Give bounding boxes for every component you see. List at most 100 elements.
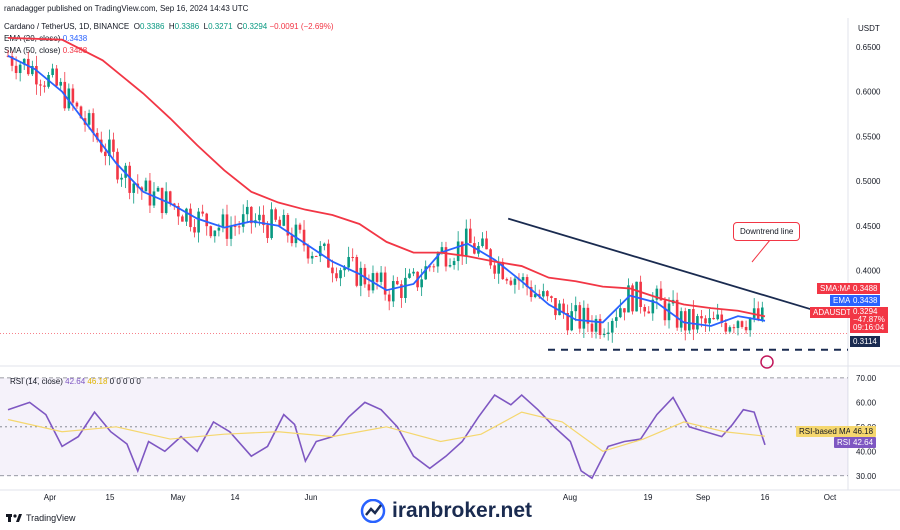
candle-body (748, 317, 752, 331)
sma-legend-value: 0.3488 (62, 46, 88, 55)
candle-body (95, 132, 99, 140)
candle-body (99, 139, 103, 152)
candle-body (582, 307, 586, 329)
ohlc-o: O0.3386 (133, 22, 165, 31)
pair-price-change: −47.87% (853, 315, 885, 324)
candle-body (464, 228, 468, 256)
price-tick-label: 0.6500 (856, 43, 881, 52)
price-tick-label: 0.5500 (856, 132, 881, 141)
candle-body (708, 317, 711, 324)
candle-body (241, 214, 245, 227)
candle-body (306, 245, 310, 259)
rsi-legend[interactable]: RSI (14, close) 42.64 46.18 0 0 0 0 0 (10, 377, 141, 386)
candle-body (282, 214, 286, 226)
candle-body (615, 317, 618, 321)
currency-label[interactable]: USDT (858, 24, 880, 33)
candle-body (144, 180, 148, 192)
candle-body (643, 307, 646, 312)
rsi-legend-extra: 0 0 0 0 0 (109, 377, 141, 386)
candle-body (505, 279, 509, 281)
candle-body (659, 288, 663, 301)
candle-body (339, 270, 342, 279)
support-price-tag: 0.3114 (850, 336, 880, 347)
rsi-ma-value-tag: 46.18 (850, 426, 877, 437)
candle-body (181, 216, 184, 222)
downtrend-callout-text: Downtrend line (740, 227, 794, 236)
x-tick-label: Jun (305, 493, 318, 502)
pair-price-tag: 0.3294 −47.87% 09:16:04 (850, 307, 888, 333)
x-tick-label: 19 (644, 493, 653, 502)
callout-pointer (751, 239, 771, 263)
ema-legend-value: 0.3438 (62, 34, 88, 43)
candle-body (485, 238, 488, 250)
candle-body (245, 206, 249, 215)
candle-body (623, 308, 626, 313)
candle-body (574, 305, 578, 312)
candle-body (75, 102, 79, 107)
candle-body (396, 281, 399, 285)
candle-body (363, 267, 367, 285)
candle-body (631, 285, 634, 312)
candle-body (460, 241, 464, 256)
candle-body (554, 297, 557, 316)
candle-body (91, 113, 95, 133)
candle-body (578, 305, 582, 329)
candle-body (286, 214, 290, 236)
candle-body (108, 139, 111, 157)
downtrend-callout: Downtrend line (733, 222, 801, 241)
x-tick-label: Oct (824, 493, 837, 502)
candle-body (716, 314, 719, 320)
price-tick-label: 0.4500 (856, 222, 881, 231)
watermark-logo-icon (360, 499, 386, 523)
x-tick-label: Sep (696, 493, 711, 502)
candle-body (290, 235, 294, 244)
candle-body (602, 333, 606, 335)
candle-body (493, 265, 496, 274)
candle-body (367, 284, 371, 291)
candle-body (570, 311, 573, 331)
symbol-legend: Cardano / TetherUS, 1D, BINANCE O0.3386 … (4, 22, 334, 31)
sma-legend[interactable]: SMA (50, close) 0.3488 (4, 46, 88, 55)
ohlc-h: H0.3386 (168, 22, 200, 31)
candle-body (501, 261, 505, 280)
candle-body (594, 318, 598, 332)
candle-body (481, 238, 484, 247)
candle-body (318, 245, 322, 257)
candle-body (610, 320, 614, 333)
candle-body (132, 183, 136, 193)
candle-body (712, 317, 715, 320)
candle-body (420, 279, 423, 288)
candle-body (201, 211, 204, 214)
tradingview-logo[interactable]: TradingView (6, 513, 76, 523)
candle-body (655, 288, 659, 300)
rsi-tick-label: 70.00 (856, 374, 877, 383)
candle-body (327, 243, 330, 268)
candle-body (185, 208, 188, 222)
candle-body (221, 214, 225, 228)
candle-body (391, 281, 395, 302)
x-tick-label: 15 (106, 493, 115, 502)
candle-body (663, 300, 667, 321)
candle-body (233, 226, 237, 228)
candle-body (627, 285, 630, 313)
candle-body (177, 206, 180, 217)
x-tick-label: Aug (563, 493, 577, 502)
rsi-value-tag: 42.64 (850, 437, 877, 448)
candle-body (10, 56, 14, 66)
candle-body (566, 312, 569, 331)
ohlc-c: C0.3294 (237, 22, 268, 31)
candle-body (213, 230, 217, 237)
candle-body (351, 256, 355, 258)
candle-body (533, 294, 537, 298)
candle-body (436, 253, 440, 267)
candle-body (205, 213, 209, 227)
candle-body (323, 243, 326, 246)
candle-body (529, 287, 533, 298)
candle-body (359, 267, 363, 286)
candle-body (79, 106, 83, 119)
candle-body (740, 321, 744, 327)
candle-body (14, 65, 18, 74)
symbol-title: Cardano / TetherUS, 1D, BINANCE (4, 22, 130, 31)
rsi-legend-ma: 46.18 (87, 377, 108, 386)
